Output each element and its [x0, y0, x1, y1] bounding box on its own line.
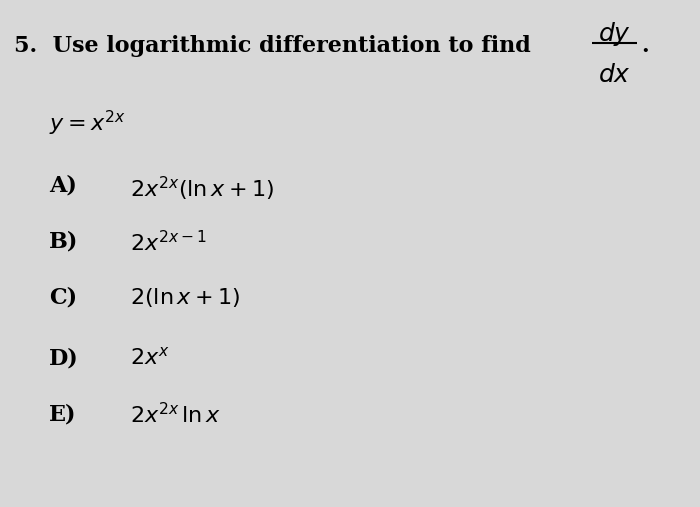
Text: $y = x^{2x}$: $y = x^{2x}$: [49, 109, 125, 138]
Text: 5.  Use logarithmic differentiation to find: 5. Use logarithmic differentiation to fi…: [14, 35, 531, 57]
Text: $2x^{2x}(\mathrm{ln}\, x + 1)$: $2x^{2x}(\mathrm{ln}\, x + 1)$: [130, 175, 274, 203]
Text: $2x^{2x}\, \mathrm{ln}\, x$: $2x^{2x}\, \mathrm{ln}\, x$: [130, 403, 220, 428]
Text: $2x^{x}$: $2x^{x}$: [130, 347, 169, 369]
Text: $2(\mathrm{ln}\, x + 1)$: $2(\mathrm{ln}\, x + 1)$: [130, 286, 239, 309]
Text: C): C): [49, 286, 77, 308]
Text: E): E): [49, 403, 76, 425]
Text: $2x^{2x-1}$: $2x^{2x-1}$: [130, 231, 206, 256]
Text: $\mathit{dx}$: $\mathit{dx}$: [598, 63, 631, 87]
Text: D): D): [49, 347, 78, 369]
Text: A): A): [49, 175, 77, 197]
Text: B): B): [49, 231, 78, 252]
Text: $\mathit{dy}$: $\mathit{dy}$: [598, 20, 631, 48]
Text: .: .: [641, 35, 649, 57]
